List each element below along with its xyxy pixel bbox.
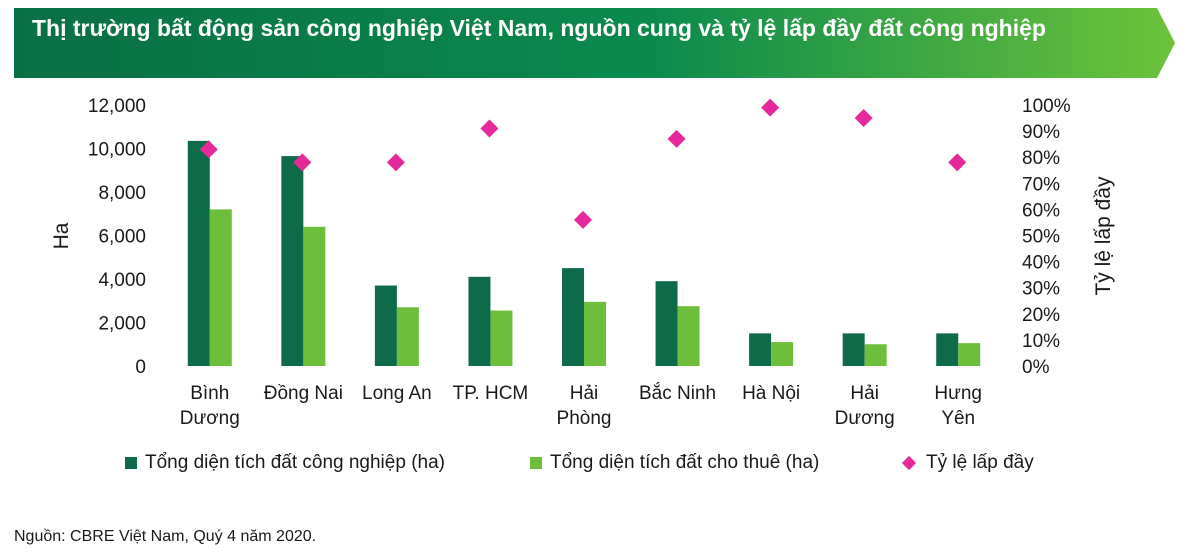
- right-y-axis: 0% 10% 20% 30% 40% 50% 60% 70% 80% 90% 100%: [1022, 96, 1071, 378]
- y2-tick-label: 80%: [1022, 148, 1060, 169]
- occupancy-marker: [293, 153, 312, 172]
- bar-leased-area: [490, 310, 513, 366]
- x-tick-label: Hưng: [934, 383, 982, 404]
- bar-leased-area: [771, 342, 794, 366]
- chart-title: Thị trường bất động sản công nghiệp Việt…: [32, 15, 1046, 41]
- y2-tick-label: 10%: [1022, 331, 1060, 352]
- occupancy-marker: [199, 140, 218, 159]
- x-tick-label: Hải: [850, 383, 879, 404]
- occupancy-marker: [386, 153, 405, 172]
- y-axis-label: Ha: [50, 222, 73, 249]
- bar-total-area: [281, 156, 304, 366]
- x-tick-label: Phòng: [557, 408, 612, 429]
- y2-axis-label: Tỷ lệ lấp đầy: [1092, 176, 1115, 296]
- x-tick-label: Bắc Ninh: [639, 382, 716, 404]
- legend-item-leased-area: Tổng diện tích đất cho thuê (ha): [530, 452, 819, 474]
- y-tick-label: 2,000: [98, 314, 146, 335]
- x-tick-label: Hà Nội: [742, 383, 800, 404]
- y2-tick-label: 90%: [1022, 122, 1060, 143]
- bars-group: [187, 140, 981, 366]
- bar-total-area: [655, 281, 678, 366]
- legend-label-leased-area: Tổng diện tích đất cho thuê (ha): [550, 452, 820, 473]
- x-tick-label: Bình: [190, 383, 229, 404]
- legend-label-total-area: Tổng diện tích đất công nghiệp (ha): [145, 452, 445, 473]
- legend-item-occupancy: Tỷ lệ lấp đầy: [901, 452, 1034, 474]
- chart-legend: Tổng diện tích đất công nghiệp (ha) Tổng…: [0, 452, 1189, 476]
- x-tick-label: Đồng Nai: [264, 383, 343, 404]
- y2-tick-label: 100%: [1022, 96, 1071, 117]
- y2-tick-label: 70%: [1022, 174, 1060, 195]
- y2-tick-label: 0%: [1022, 357, 1050, 378]
- x-tick-label: Long An: [362, 383, 432, 404]
- y-tick-label: 0: [135, 357, 146, 378]
- x-tick-label: Yên: [941, 408, 975, 429]
- bar-leased-area: [209, 209, 232, 366]
- legend-item-total-area: Tổng diện tích đất công nghiệp (ha): [125, 452, 445, 474]
- bar-total-area: [749, 333, 772, 366]
- y-tick-label: 8,000: [98, 183, 146, 204]
- x-tick-label: Dương: [180, 408, 240, 429]
- y2-tick-label: 20%: [1022, 305, 1060, 326]
- y2-tick-label: 50%: [1022, 227, 1060, 248]
- occupancy-marker: [854, 109, 873, 128]
- y-tick-label: 12,000: [88, 96, 146, 117]
- bar-leased-area: [677, 306, 700, 366]
- x-tick-label: Dương: [835, 408, 895, 429]
- occupancy-marker: [480, 119, 499, 138]
- title-banner: Thị trường bất động sản công nghiệp Việt…: [14, 8, 1175, 78]
- bar-total-area: [468, 276, 491, 366]
- source-note: Nguồn: CBRE Việt Nam, Quý 4 năm 2020.: [14, 528, 317, 545]
- y2-tick-label: 40%: [1022, 253, 1060, 274]
- occupancy-marker: [574, 210, 592, 229]
- legend-label-occupancy: Tỷ lệ lấp đầy: [926, 452, 1034, 473]
- y2-tick-label: 30%: [1022, 279, 1060, 300]
- bar-leased-area: [584, 301, 606, 366]
- left-y-axis: 0 2,000 4,000 6,000 8,000 10,000 12,000: [88, 96, 146, 378]
- y-tick-label: 6,000: [98, 227, 146, 248]
- occupancy-marker: [948, 153, 967, 172]
- occupancy-marker: [667, 129, 686, 148]
- bar-total-area: [842, 333, 865, 366]
- y2-tick-label: 60%: [1022, 200, 1060, 221]
- x-tick-label: TP. HCM: [453, 383, 529, 404]
- bar-total-area: [562, 268, 584, 366]
- chart-area: 0 2,000 4,000 6,000 8,000 10,000 12,000 0% 10% 2…: [50, 96, 1115, 429]
- x-axis: Bình Dương Đồng Nai Long An TP. HCM Hải Phòng B…: [180, 382, 982, 429]
- y-tick-label: 10,000: [88, 140, 146, 161]
- bar-leased-area: [958, 343, 981, 366]
- legend-swatch-total-area: [125, 457, 137, 469]
- bar-total-area: [187, 140, 210, 366]
- occupancy-marker: [761, 98, 780, 117]
- x-tick-label: Hải: [570, 383, 599, 404]
- legend-swatch-leased-area: [530, 457, 542, 469]
- bar-leased-area: [396, 307, 419, 366]
- y-tick-label: 4,000: [98, 270, 146, 291]
- occupancy-markers: [199, 98, 967, 229]
- bar-leased-area: [303, 226, 326, 366]
- legend-diamond-occupancy: [901, 455, 917, 471]
- bar-total-area: [374, 285, 397, 366]
- bar-leased-area: [864, 344, 887, 366]
- bar-total-area: [936, 333, 959, 366]
- title-banner-arrow: [14, 8, 1175, 78]
